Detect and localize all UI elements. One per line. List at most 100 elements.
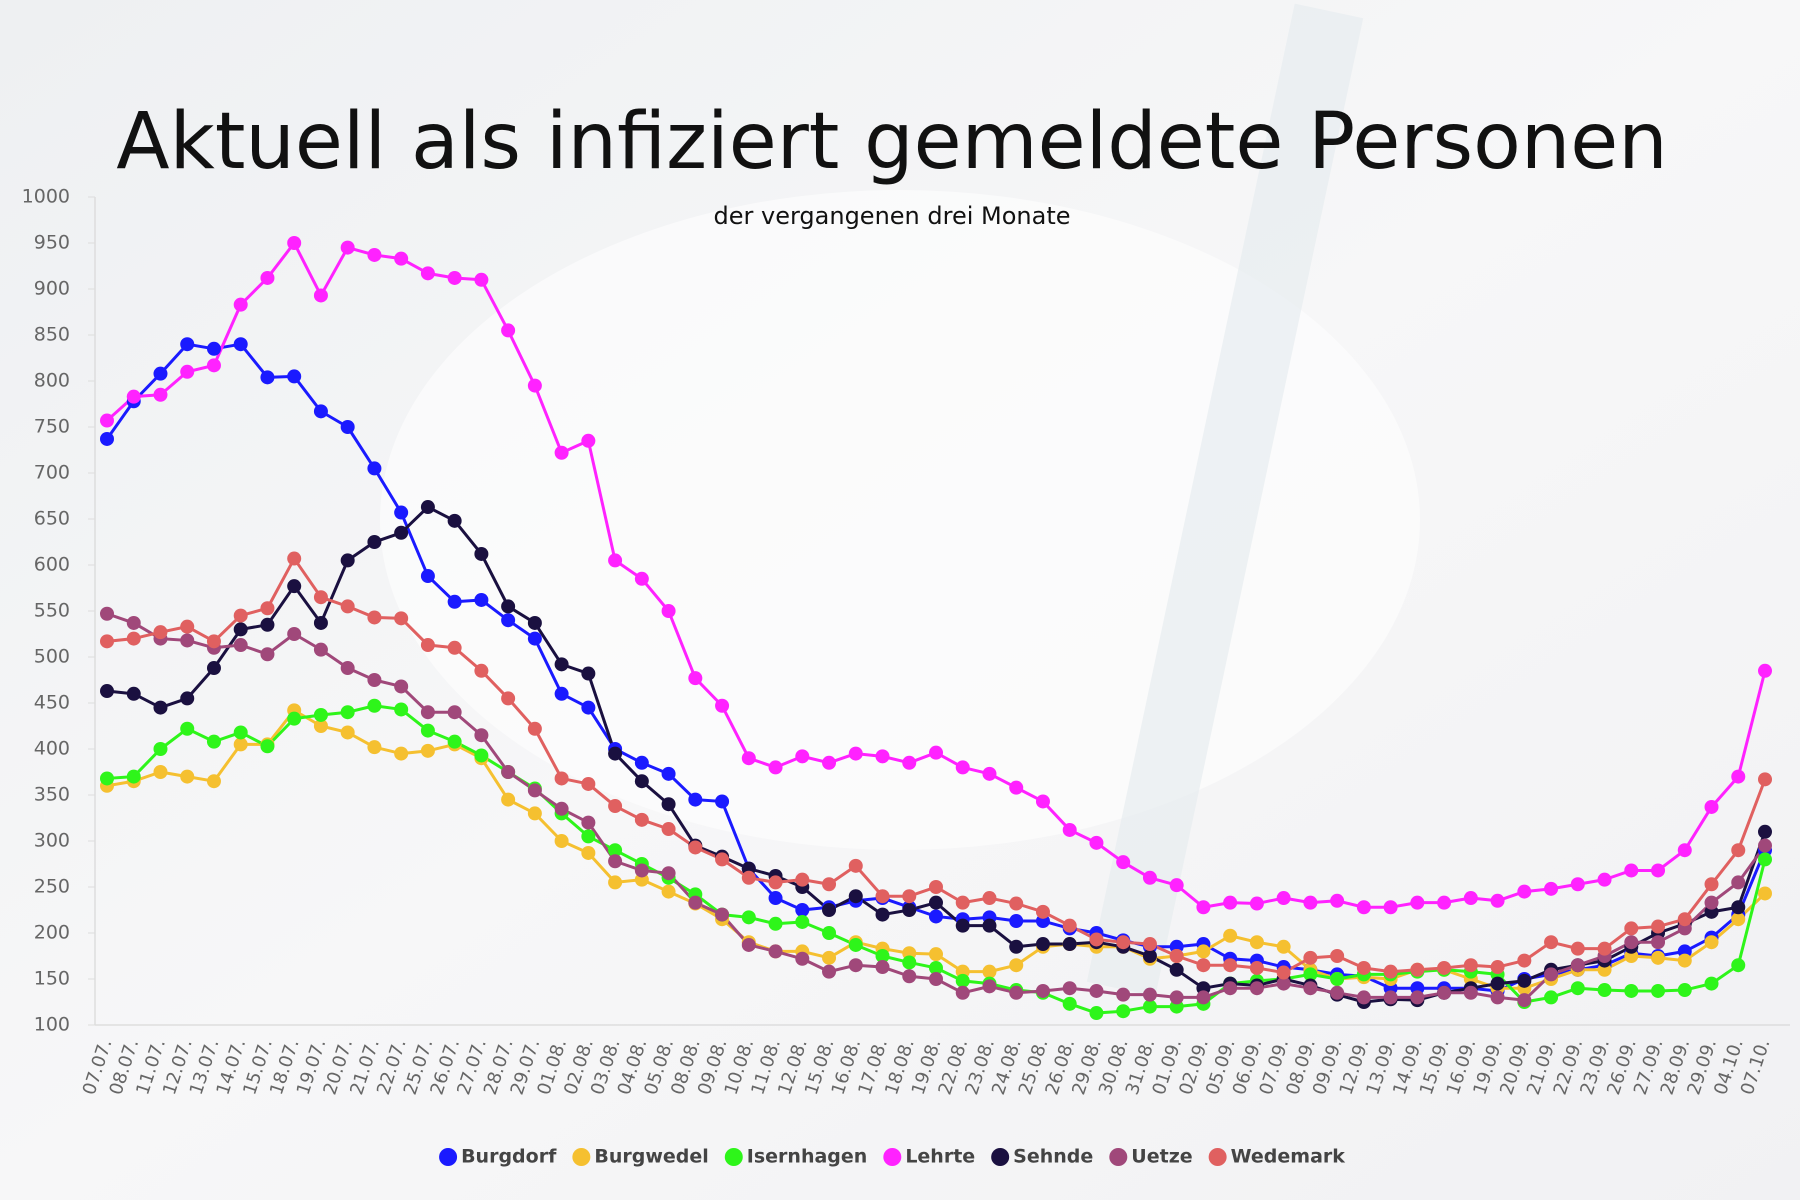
- data-point: [313, 288, 328, 303]
- data-point: [260, 370, 275, 385]
- data-point: [1570, 981, 1585, 996]
- data-point: [394, 505, 409, 520]
- data-point: [1062, 937, 1077, 952]
- data-point: [206, 734, 221, 749]
- data-point: [1651, 983, 1666, 998]
- data-point: [1062, 918, 1077, 933]
- data-point: [447, 705, 462, 720]
- data-point: [1223, 895, 1238, 910]
- data-point: [420, 569, 435, 584]
- data-point: [260, 617, 275, 632]
- data-point: [394, 525, 409, 540]
- data-point: [180, 769, 195, 784]
- data-point: [1330, 972, 1345, 986]
- chart-subtitle: der vergangenen drei Monate: [714, 202, 1071, 230]
- data-point: [1062, 822, 1077, 837]
- legend-marker: [1109, 1148, 1128, 1166]
- data-point: [554, 771, 569, 786]
- data-point: [1062, 996, 1077, 1011]
- data-point: [340, 725, 355, 740]
- data-point: [313, 590, 328, 605]
- data-point: [1624, 935, 1639, 950]
- data-point: [581, 845, 596, 860]
- data-point: [180, 633, 195, 648]
- data-point: [1437, 960, 1452, 975]
- data-point: [1383, 900, 1398, 915]
- data-point: [1758, 852, 1772, 867]
- data-point: [1490, 893, 1505, 908]
- data-point: [420, 723, 435, 738]
- y-tick-label: 450: [34, 692, 70, 714]
- data-point: [661, 822, 676, 837]
- data-point: [1597, 941, 1612, 956]
- data-point: [1089, 835, 1104, 850]
- data-point: [1356, 960, 1371, 975]
- data-point: [795, 951, 810, 966]
- data-point: [902, 969, 917, 984]
- data-point: [1276, 939, 1291, 954]
- data-point: [1651, 919, 1666, 934]
- data-point: [233, 622, 248, 637]
- data-point: [1142, 987, 1157, 1002]
- data-point: [1303, 967, 1318, 982]
- data-point: [1169, 990, 1184, 1005]
- data-point: [1651, 950, 1666, 965]
- data-point: [447, 594, 462, 609]
- data-point: [982, 891, 997, 906]
- data-point: [1196, 958, 1211, 973]
- data-point: [929, 972, 943, 986]
- data-point: [1009, 896, 1024, 911]
- data-point: [741, 937, 756, 952]
- data-point: [822, 964, 837, 979]
- data-point: [527, 806, 542, 821]
- data-point: [661, 604, 676, 618]
- data-point: [474, 272, 489, 287]
- data-point: [982, 918, 997, 933]
- data-point: [394, 251, 409, 266]
- data-point: [1223, 928, 1238, 943]
- data-point: [1731, 875, 1746, 890]
- data-point: [634, 755, 649, 770]
- data-point: [100, 771, 114, 786]
- y-tick-label: 300: [34, 830, 70, 852]
- data-point: [394, 746, 409, 761]
- data-point: [661, 884, 676, 899]
- data-point: [1517, 953, 1532, 968]
- data-point: [501, 613, 516, 628]
- data-point: [768, 944, 783, 959]
- data-point: [420, 705, 435, 720]
- legend-label: Burgdorf: [461, 1146, 557, 1168]
- data-point: [367, 247, 382, 262]
- data-point: [100, 684, 114, 699]
- data-point: [1758, 886, 1772, 901]
- data-point: [1303, 895, 1318, 910]
- legend-label: Uetze: [1131, 1146, 1192, 1168]
- data-point: [501, 765, 516, 779]
- data-point: [1062, 981, 1077, 996]
- data-point: [1009, 939, 1024, 954]
- data-point: [1570, 958, 1585, 973]
- data-point: [902, 889, 917, 904]
- data-point: [1009, 958, 1024, 973]
- data-point: [153, 742, 168, 756]
- data-point: [1704, 935, 1719, 950]
- data-point: [420, 266, 435, 281]
- data-point: [287, 579, 302, 594]
- data-point: [340, 553, 355, 568]
- y-tick-label: 650: [34, 508, 70, 530]
- data-point: [822, 877, 837, 892]
- data-point: [1490, 976, 1505, 991]
- data-point: [1731, 843, 1746, 858]
- data-point: [688, 895, 703, 910]
- data-point: [233, 297, 248, 312]
- data-point: [233, 337, 248, 352]
- legend-marker: [572, 1148, 591, 1166]
- data-point: [233, 725, 248, 740]
- data-point: [260, 601, 275, 616]
- data-point: [1731, 900, 1746, 915]
- data-point: [1116, 1004, 1131, 1019]
- data-point: [153, 366, 168, 381]
- data-point: [608, 553, 623, 568]
- data-point: [1356, 990, 1371, 1005]
